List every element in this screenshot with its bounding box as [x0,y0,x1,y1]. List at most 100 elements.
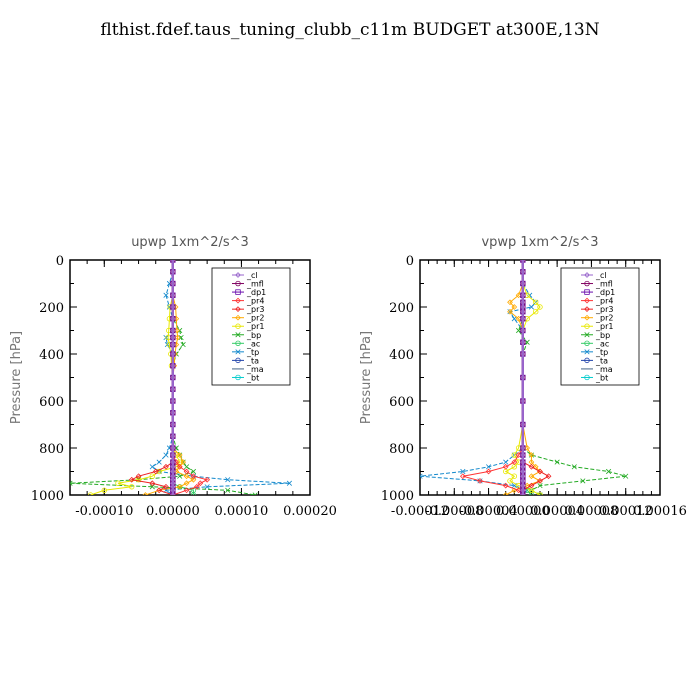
data-point [519,292,526,299]
x-tick-label: -0.00008 [425,504,483,519]
data-point [174,334,181,341]
chart-panel-1: upwp 1xm^2/s^3 Pressure [hPa] 0 200 400 600 80… [9,235,337,519]
data-point [528,463,535,470]
legend-label: _ac [595,339,609,348]
legend-label: _ma [595,365,613,374]
data-point [286,480,293,486]
x-tick-label: -0.00012 [391,504,449,519]
data-point [235,289,241,295]
y-axis-label: Pressure [hPa] [359,331,374,424]
data-point [169,492,176,495]
data-point [177,473,183,479]
data-point [166,341,173,348]
y-tick-label: 800 [39,442,64,457]
data-point [502,492,509,495]
data-point [115,480,121,486]
panel-title: vpwp 1xm^2/s^3 [481,235,598,250]
x-tick-label: 0.00016 [633,504,687,519]
x-tick-label: -0.00004 [459,504,517,519]
series-line [145,260,195,495]
data-point [571,464,577,470]
y-tick-label: 200 [389,301,414,316]
y-tick-label: 1000 [31,489,64,504]
x-tick-label: 0.00004 [530,504,584,519]
data-point [169,445,176,451]
data-point [584,289,590,295]
data-point [605,468,612,475]
data-point [519,315,526,322]
data-point [169,386,176,393]
data-point [584,349,590,355]
data-point [511,316,517,322]
data-point [135,473,142,480]
data-point [190,468,197,475]
data-point [519,445,526,451]
legend-box [211,267,291,386]
data-point [101,487,107,493]
legend-label: _pr3 [595,305,613,314]
legend-item: _tp [232,348,259,357]
data-point [507,299,513,306]
legend-item: _pr2 [581,314,613,323]
legend: _cl_mfl_dp1_pr4_pr3_pr2_pr1_bp_ac_tp_ta_… [211,267,291,386]
legend-label: _pr3 [246,305,264,314]
data-point [252,492,258,495]
data-point [225,487,231,493]
data-point [169,268,176,275]
data-point [169,374,176,381]
series-pr4 [169,260,211,495]
data-point [420,473,423,479]
data-point [235,280,241,287]
data-point [163,452,169,458]
page-title: flthist.fdef.taus_tuning_clubb_c11m BUDG… [100,20,600,40]
legend-box [560,267,640,386]
data-point [183,480,190,487]
series-pr3 [128,260,176,495]
data-point [169,351,176,357]
series-cl [519,260,526,495]
legend-item: _dp1 [581,288,615,297]
data-point [459,473,466,480]
data-point [519,351,526,357]
data-point [235,272,241,278]
data-point [584,357,590,364]
chart-panel-2: vpwp 1xm^2/s^3 Pressure [hPa] 0 200 400 600 80… [359,235,687,519]
y-tick-label: 800 [389,442,414,457]
x-tick-label: 0.00012 [599,504,653,519]
data-point [528,482,535,489]
data-point [166,316,173,322]
data-point [511,459,518,465]
series-line [130,260,174,495]
data-point [169,315,176,322]
legend-item: _bp [232,331,261,340]
panel-title: upwp 1xm^2/s^3 [131,235,249,250]
legend-label: _pr1 [246,322,264,331]
data-point [169,334,176,341]
data-point [163,463,169,470]
x-tick-label: 0.00000 [496,504,550,519]
data-point [190,492,197,495]
data-point [128,476,135,483]
data-point [197,480,204,487]
data-point [584,297,590,304]
data-point [169,483,176,490]
data-point [528,304,535,310]
data-point [537,304,543,310]
data-point [149,484,155,490]
data-point [190,476,197,483]
data-point [511,304,518,310]
data-point [515,315,522,322]
data-point [235,340,241,347]
data-point [519,398,526,404]
legend-label: _bt [246,373,259,382]
y-tick-label: 600 [39,395,64,410]
legend-item: _ac [232,339,260,348]
data-point [533,299,539,305]
data-point [163,483,169,490]
legend-label: _bp [595,331,610,340]
data-point [183,468,190,475]
plot-area [70,260,293,495]
data-point [477,478,483,484]
data-point [169,473,176,480]
data-point [169,292,176,299]
